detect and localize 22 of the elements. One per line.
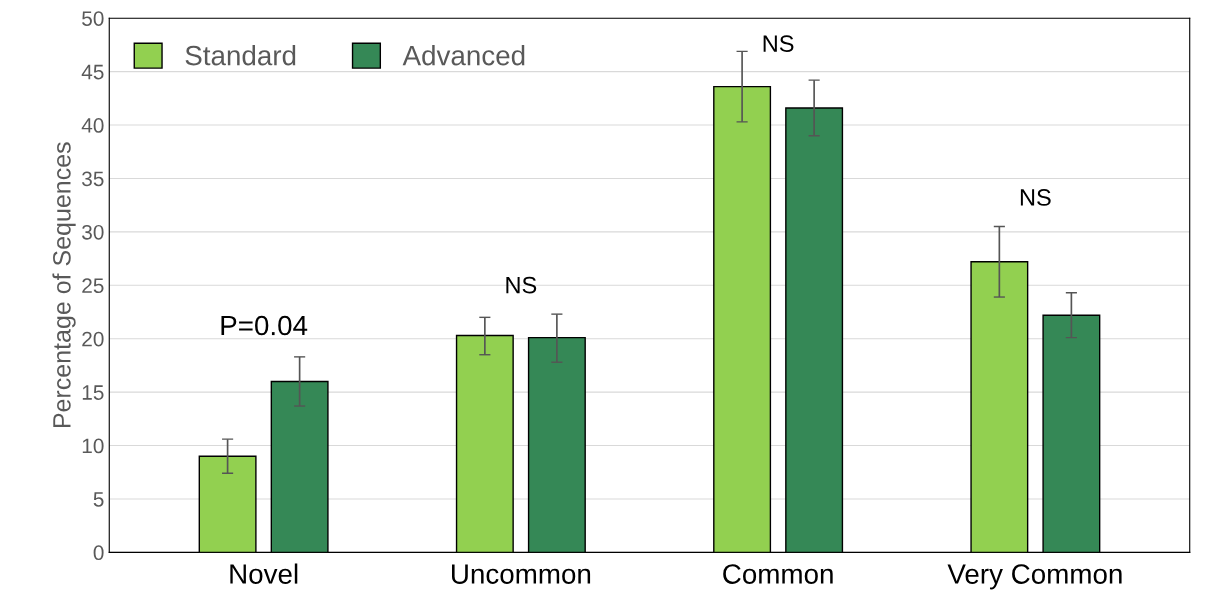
annotation: P=0.04 <box>221 315 308 336</box>
y-tick-label: 40 <box>81 118 104 133</box>
annotation: NS <box>763 35 794 52</box>
y-tick-label: 15 <box>82 385 104 400</box>
y-tick-label: 45 <box>81 64 104 80</box>
x-tick-label: Common <box>723 564 833 584</box>
annotation: NS <box>1020 189 1051 206</box>
y-tick-label: 10 <box>82 438 104 454</box>
y-tick-label: 50 <box>82 11 104 26</box>
y-tick-label: 0 <box>93 545 104 561</box>
x-tick-label: Very Common <box>947 564 1122 590</box>
y-axis-title: Percentage of Sequences <box>52 142 76 428</box>
x-tick-label: Uncommon <box>452 564 591 584</box>
x-tick-label: Novel <box>230 563 298 584</box>
y-tick-label: 25 <box>82 278 104 294</box>
y-tick-label: 35 <box>82 171 104 187</box>
y-tick-label: 5 <box>93 492 104 507</box>
annotation: NS <box>506 276 537 294</box>
y-tick-label: 30 <box>82 224 104 240</box>
legend-label: Advanced <box>402 45 525 66</box>
legend-label: Standard <box>185 45 296 66</box>
y-tick-label: 20 <box>82 331 104 347</box>
